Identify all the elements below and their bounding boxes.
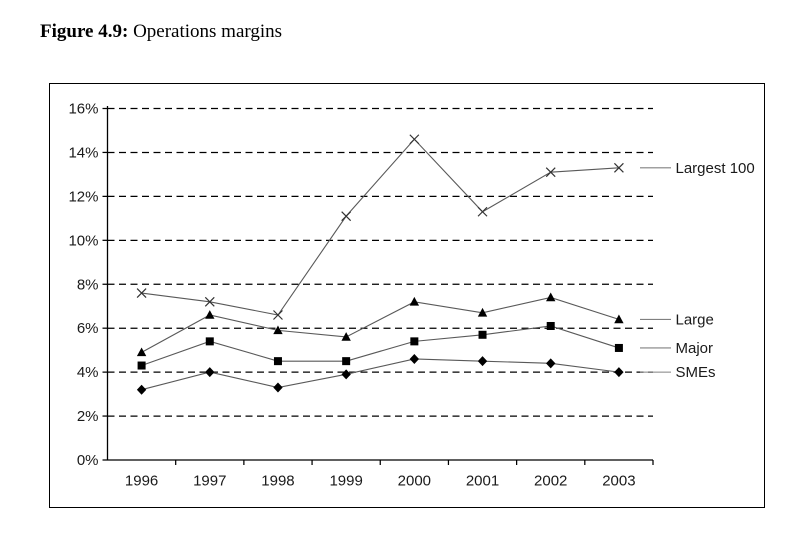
square-marker: [342, 357, 351, 366]
x-marker: [409, 134, 420, 145]
chart-frame: [49, 83, 765, 508]
square-marker: [478, 330, 487, 339]
y-tick-label-4pct: 4%: [77, 364, 99, 381]
y-tick-label-2pct: 2%: [77, 408, 99, 425]
series-line-large: [141, 296, 620, 353]
x-tick-label-1996: 1996: [125, 473, 158, 490]
series-line-smes: [141, 358, 619, 391]
diamond-marker: [477, 356, 488, 367]
x-marker: [613, 162, 624, 173]
square-marker: [546, 321, 555, 330]
diamond-marker: [546, 358, 556, 369]
y-tick-label-10pct: 10%: [68, 232, 98, 249]
diamond-marker: [341, 369, 351, 380]
x-marker: [477, 206, 488, 217]
triangle-marker: [614, 314, 624, 324]
figure-title: Figure 4.9: Operations margins: [40, 21, 282, 43]
x-tick-label-2003: 2003: [602, 473, 635, 490]
square-marker: [273, 357, 282, 366]
y-tick-label-6pct: 6%: [77, 320, 99, 337]
x-tick-label-1999: 1999: [329, 473, 362, 490]
x-marker: [204, 296, 215, 307]
series-label-major: Major: [676, 340, 714, 357]
x-tick-label-1997: 1997: [193, 473, 226, 490]
series-line-largest-100: [141, 138, 619, 316]
x-tick-label-2000: 2000: [398, 473, 431, 490]
figure-name: Operations margins: [128, 21, 283, 42]
diamond-marker: [273, 382, 283, 393]
diamond-marker: [136, 384, 147, 395]
square-marker: [205, 337, 214, 346]
square-marker: [410, 337, 419, 346]
figure-number: Figure 4.9:: [40, 21, 129, 42]
diamond-marker: [614, 367, 624, 378]
y-tick-label-16pct: 16%: [68, 101, 98, 118]
triangle-marker: [205, 310, 215, 319]
triangle-marker: [341, 332, 351, 341]
series-line-major: [141, 325, 620, 367]
y-tick-label-8pct: 8%: [77, 276, 99, 293]
triangle-marker: [136, 347, 147, 357]
x-tick-label-2001: 2001: [466, 473, 499, 490]
diamond-marker: [409, 353, 420, 364]
series-label-large: Large: [676, 311, 714, 328]
y-tick-label-0pct: 0%: [77, 452, 99, 469]
x-tick-label-2002: 2002: [534, 473, 567, 490]
x-marker: [136, 288, 147, 298]
x-marker: [273, 310, 283, 320]
square-marker: [137, 361, 146, 370]
x-marker: [341, 211, 352, 222]
y-tick-label-14pct: 14%: [68, 144, 98, 161]
diamond-marker: [205, 367, 215, 378]
y-tick-label-12pct: 12%: [68, 188, 98, 205]
triangle-marker: [477, 307, 488, 317]
triangle-marker: [409, 296, 420, 306]
triangle-marker: [273, 325, 283, 335]
x-tick-label-1998: 1998: [261, 473, 294, 490]
x-marker: [545, 167, 556, 178]
triangle-marker: [546, 292, 556, 302]
square-marker: [614, 343, 623, 352]
series-label-largest-100: Largest 100: [676, 160, 755, 177]
series-label-smes: SMEs: [676, 364, 716, 381]
